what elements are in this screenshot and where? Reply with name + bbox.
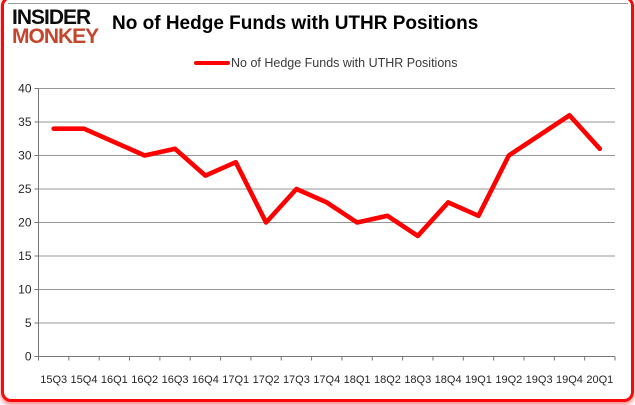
svg-text:0: 0 — [25, 350, 32, 364]
svg-text:10: 10 — [18, 283, 32, 297]
series-line — [51, 113, 603, 239]
svg-text:40: 40 — [18, 82, 32, 96]
svg-text:30: 30 — [18, 149, 32, 163]
svg-text:17Q1: 17Q1 — [222, 374, 249, 386]
svg-text:16Q4: 16Q4 — [192, 374, 219, 386]
svg-text:17Q4: 17Q4 — [313, 374, 340, 386]
gridlines — [38, 88, 615, 324]
svg-text:18Q2: 18Q2 — [374, 374, 401, 386]
svg-text:5: 5 — [25, 316, 32, 330]
svg-text:19Q1: 19Q1 — [465, 374, 492, 386]
svg-text:15Q3: 15Q3 — [40, 374, 67, 386]
svg-text:15: 15 — [18, 249, 32, 263]
logo-line-monkey: MONKEY — [12, 25, 99, 49]
svg-text:16Q3: 16Q3 — [162, 374, 189, 386]
legend-line-swatch — [194, 60, 230, 65]
x-axis-labels: 15Q3 15Q4 16Q1 16Q2 16Q3 16Q4 17Q1 17Q2 17Q3 17Q4… — [40, 374, 613, 386]
svg-text:19Q2: 19Q2 — [495, 374, 522, 386]
svg-text:18Q1: 18Q1 — [344, 374, 371, 386]
chart-title: No of Hedge Funds with UTHR Positions — [112, 13, 479, 34]
legend: No of Hedge Funds with UTHR Positions — [194, 55, 457, 70]
svg-text:18Q3: 18Q3 — [404, 374, 431, 386]
svg-text:15Q4: 15Q4 — [71, 374, 98, 386]
legend-label: No of Hedge Funds with UTHR Positions — [231, 55, 458, 70]
svg-text:35: 35 — [18, 115, 32, 129]
svg-text:16Q1: 16Q1 — [101, 374, 128, 386]
inner-top-border — [8, 3, 628, 4]
axis-ticks — [34, 88, 616, 361]
insider-monkey-logo: INSIDER MONKEY — [12, 6, 112, 49]
svg-text:19Q3: 19Q3 — [526, 374, 553, 386]
svg-text:17Q3: 17Q3 — [283, 374, 310, 386]
svg-text:17Q2: 17Q2 — [253, 374, 280, 386]
svg-text:20: 20 — [18, 216, 32, 230]
svg-text:20Q1: 20Q1 — [586, 374, 613, 386]
y-axis-labels: 0 5 10 15 20 25 30 35 40 — [18, 82, 32, 364]
svg-text:18Q4: 18Q4 — [435, 374, 462, 386]
svg-text:19Q4: 19Q4 — [556, 374, 583, 386]
svg-text:16Q2: 16Q2 — [131, 374, 158, 386]
svg-text:25: 25 — [18, 182, 32, 196]
logo-line-insider: INSIDER — [12, 6, 91, 29]
